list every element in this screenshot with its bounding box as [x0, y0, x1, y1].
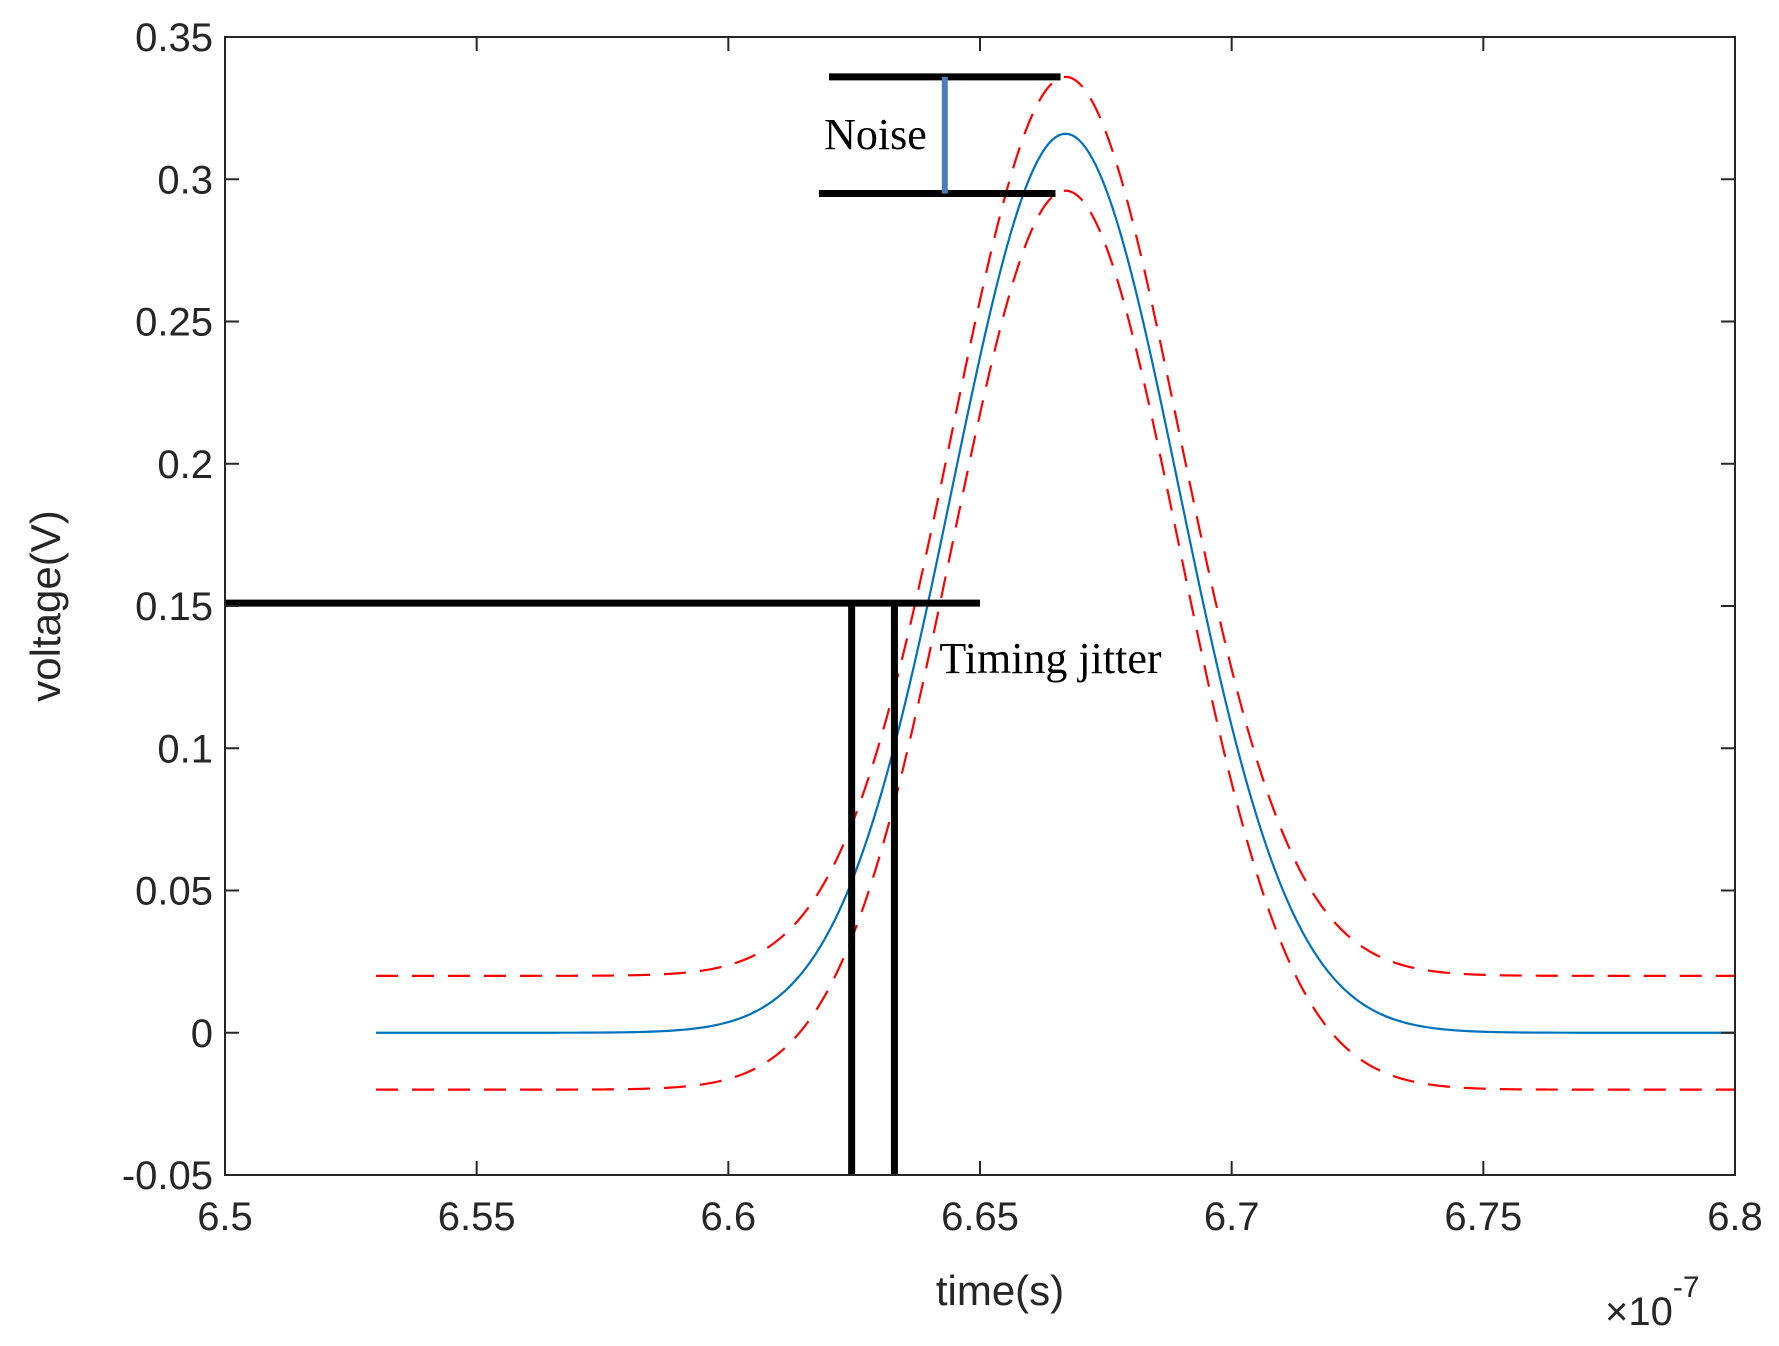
- x-tick-label: 6.8: [1707, 1195, 1763, 1239]
- noise-annotation-label: Noise: [824, 110, 927, 159]
- annotation-layer: [225, 73, 1061, 1175]
- x-tick-label: 6.65: [941, 1195, 1019, 1239]
- x-tick-label: 6.55: [438, 1195, 516, 1239]
- y-tick-label: 0.15: [135, 585, 213, 629]
- x-tick-label: 6.7: [1204, 1195, 1260, 1239]
- x-axis-exponent-power: -7: [1673, 1271, 1700, 1304]
- x-axis-label: time(s): [936, 1267, 1064, 1314]
- timing-jitter-annotation-label: Timing jitter: [939, 634, 1161, 683]
- series-layer: [376, 75, 1735, 1091]
- y-tick-label: 0.1: [157, 727, 213, 771]
- x-tick-label: 6.75: [1444, 1195, 1522, 1239]
- x-tick-label: 6.5: [197, 1195, 253, 1239]
- y-axis-label: voltage(V): [22, 510, 69, 701]
- tick-layer: [224, 36, 1736, 1176]
- series-line-lower-bound: [376, 189, 1735, 1091]
- label-layer: 6.5 6.55 6.6 6.65 6.7 6.75 6.8 -0.05 0 0.05 0.1 0.1…: [122, 16, 1763, 1239]
- x-tick-label: 6.6: [701, 1195, 757, 1239]
- y-tick-label: 0: [191, 1012, 213, 1056]
- y-tick-label: 0.35: [135, 16, 213, 60]
- y-tick-label: 0.25: [135, 301, 213, 345]
- y-tick-label: 0.05: [135, 870, 213, 914]
- y-tick-label: 0.3: [157, 158, 213, 202]
- y-tick-label: 0.2: [157, 443, 213, 487]
- y-tick-label: -0.05: [122, 1154, 213, 1198]
- x-axis-exponent-base: ×10: [1605, 1290, 1673, 1334]
- series-line-upper-bound: [376, 75, 1735, 977]
- series-line-pulse: [376, 132, 1735, 1034]
- x-axis-exponent: ×10-7: [1605, 1271, 1700, 1334]
